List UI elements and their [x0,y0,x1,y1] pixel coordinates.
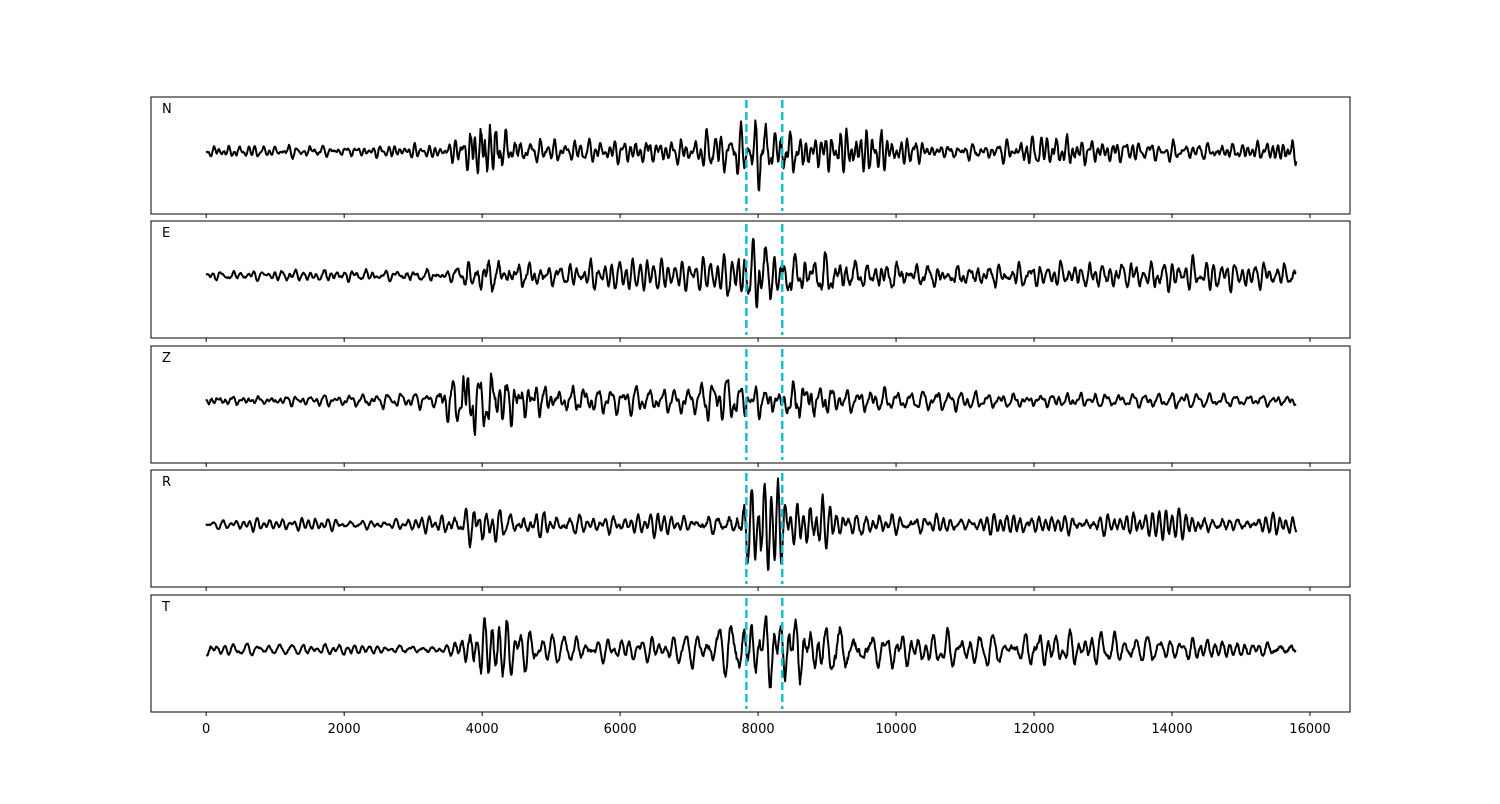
x-tick-label: 10000 [875,722,916,737]
x-tick-label: 0 [202,722,210,737]
panel-frame [150,469,1351,588]
panel-z: Z [150,345,1351,467]
waveform-z [205,372,1297,436]
panel-e: E [150,220,1351,342]
x-tick-label: 2000 [328,722,361,737]
x-tick-label: 14000 [1151,722,1192,737]
waveform-n [205,119,1298,192]
panel-label: R [162,475,171,490]
panel-label: E [162,226,170,241]
waveform-e [205,237,1297,309]
panel-n: N [150,96,1351,218]
panel-label: T [161,600,170,615]
x-tick-label: 12000 [1013,722,1054,737]
panel-label: Z [162,351,171,366]
panel-frame [150,345,1351,464]
waveform-r [205,477,1298,571]
panel-label: N [162,102,172,117]
x-tick-label: 16000 [1289,722,1330,737]
x-tick-label: 4000 [466,722,499,737]
waveform-t [205,615,1297,689]
x-tick-label: 8000 [742,722,775,737]
panel-frame [150,96,1351,215]
panel-r: R [150,469,1351,591]
x-tick-label: 6000 [604,722,637,737]
panel-t: T [150,594,1351,716]
panel-frame [150,594,1351,713]
panel-frame [150,220,1351,339]
